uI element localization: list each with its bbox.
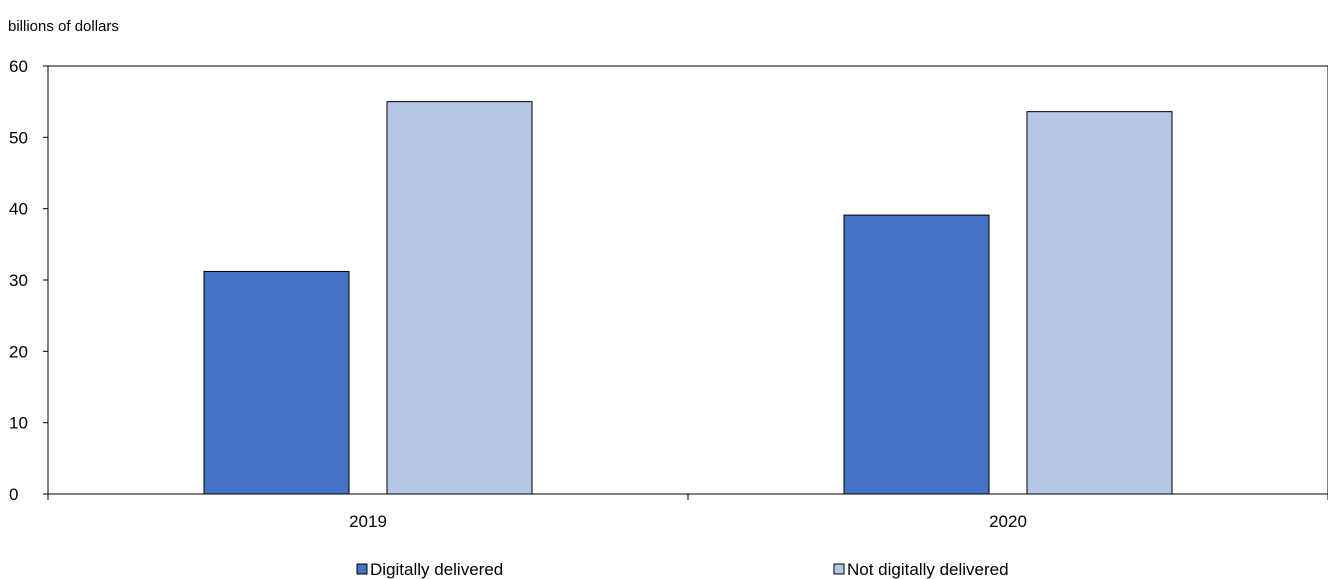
y-tick-label: 0 <box>9 485 18 504</box>
x-tick-label: 2020 <box>989 512 1027 531</box>
y-tick-label: 40 <box>9 200 28 219</box>
legend-swatch <box>833 563 845 575</box>
y-tick-label: 10 <box>9 414 28 433</box>
bar-2019-digitally-delivered <box>203 270 350 495</box>
bar-2020-not-digitally-delivered <box>1026 111 1173 495</box>
legend-swatch <box>356 563 368 575</box>
y-axis-ticks: 0 10 20 30 40 50 60 <box>9 57 48 504</box>
y-tick-label: 60 <box>9 57 28 76</box>
y-tick-label: 30 <box>9 271 28 290</box>
bar-2020-digitally-delivered <box>843 214 990 495</box>
legend-label: Digitally delivered <box>370 560 503 579</box>
y-axis-unit-label: billions of dollars <box>8 18 119 35</box>
x-tick-label: 2019 <box>349 512 387 531</box>
legend-label: Not digitally delivered <box>847 560 1009 579</box>
x-axis-ticks: 2019 2020 <box>47 494 1328 531</box>
y-tick-label: 20 <box>9 342 28 361</box>
bar-2019-not-digitally-delivered <box>386 101 533 495</box>
bars <box>203 101 1173 495</box>
y-tick-label: 50 <box>9 128 28 147</box>
legend: Digitally delivered Not digitally deliver… <box>356 560 1009 579</box>
